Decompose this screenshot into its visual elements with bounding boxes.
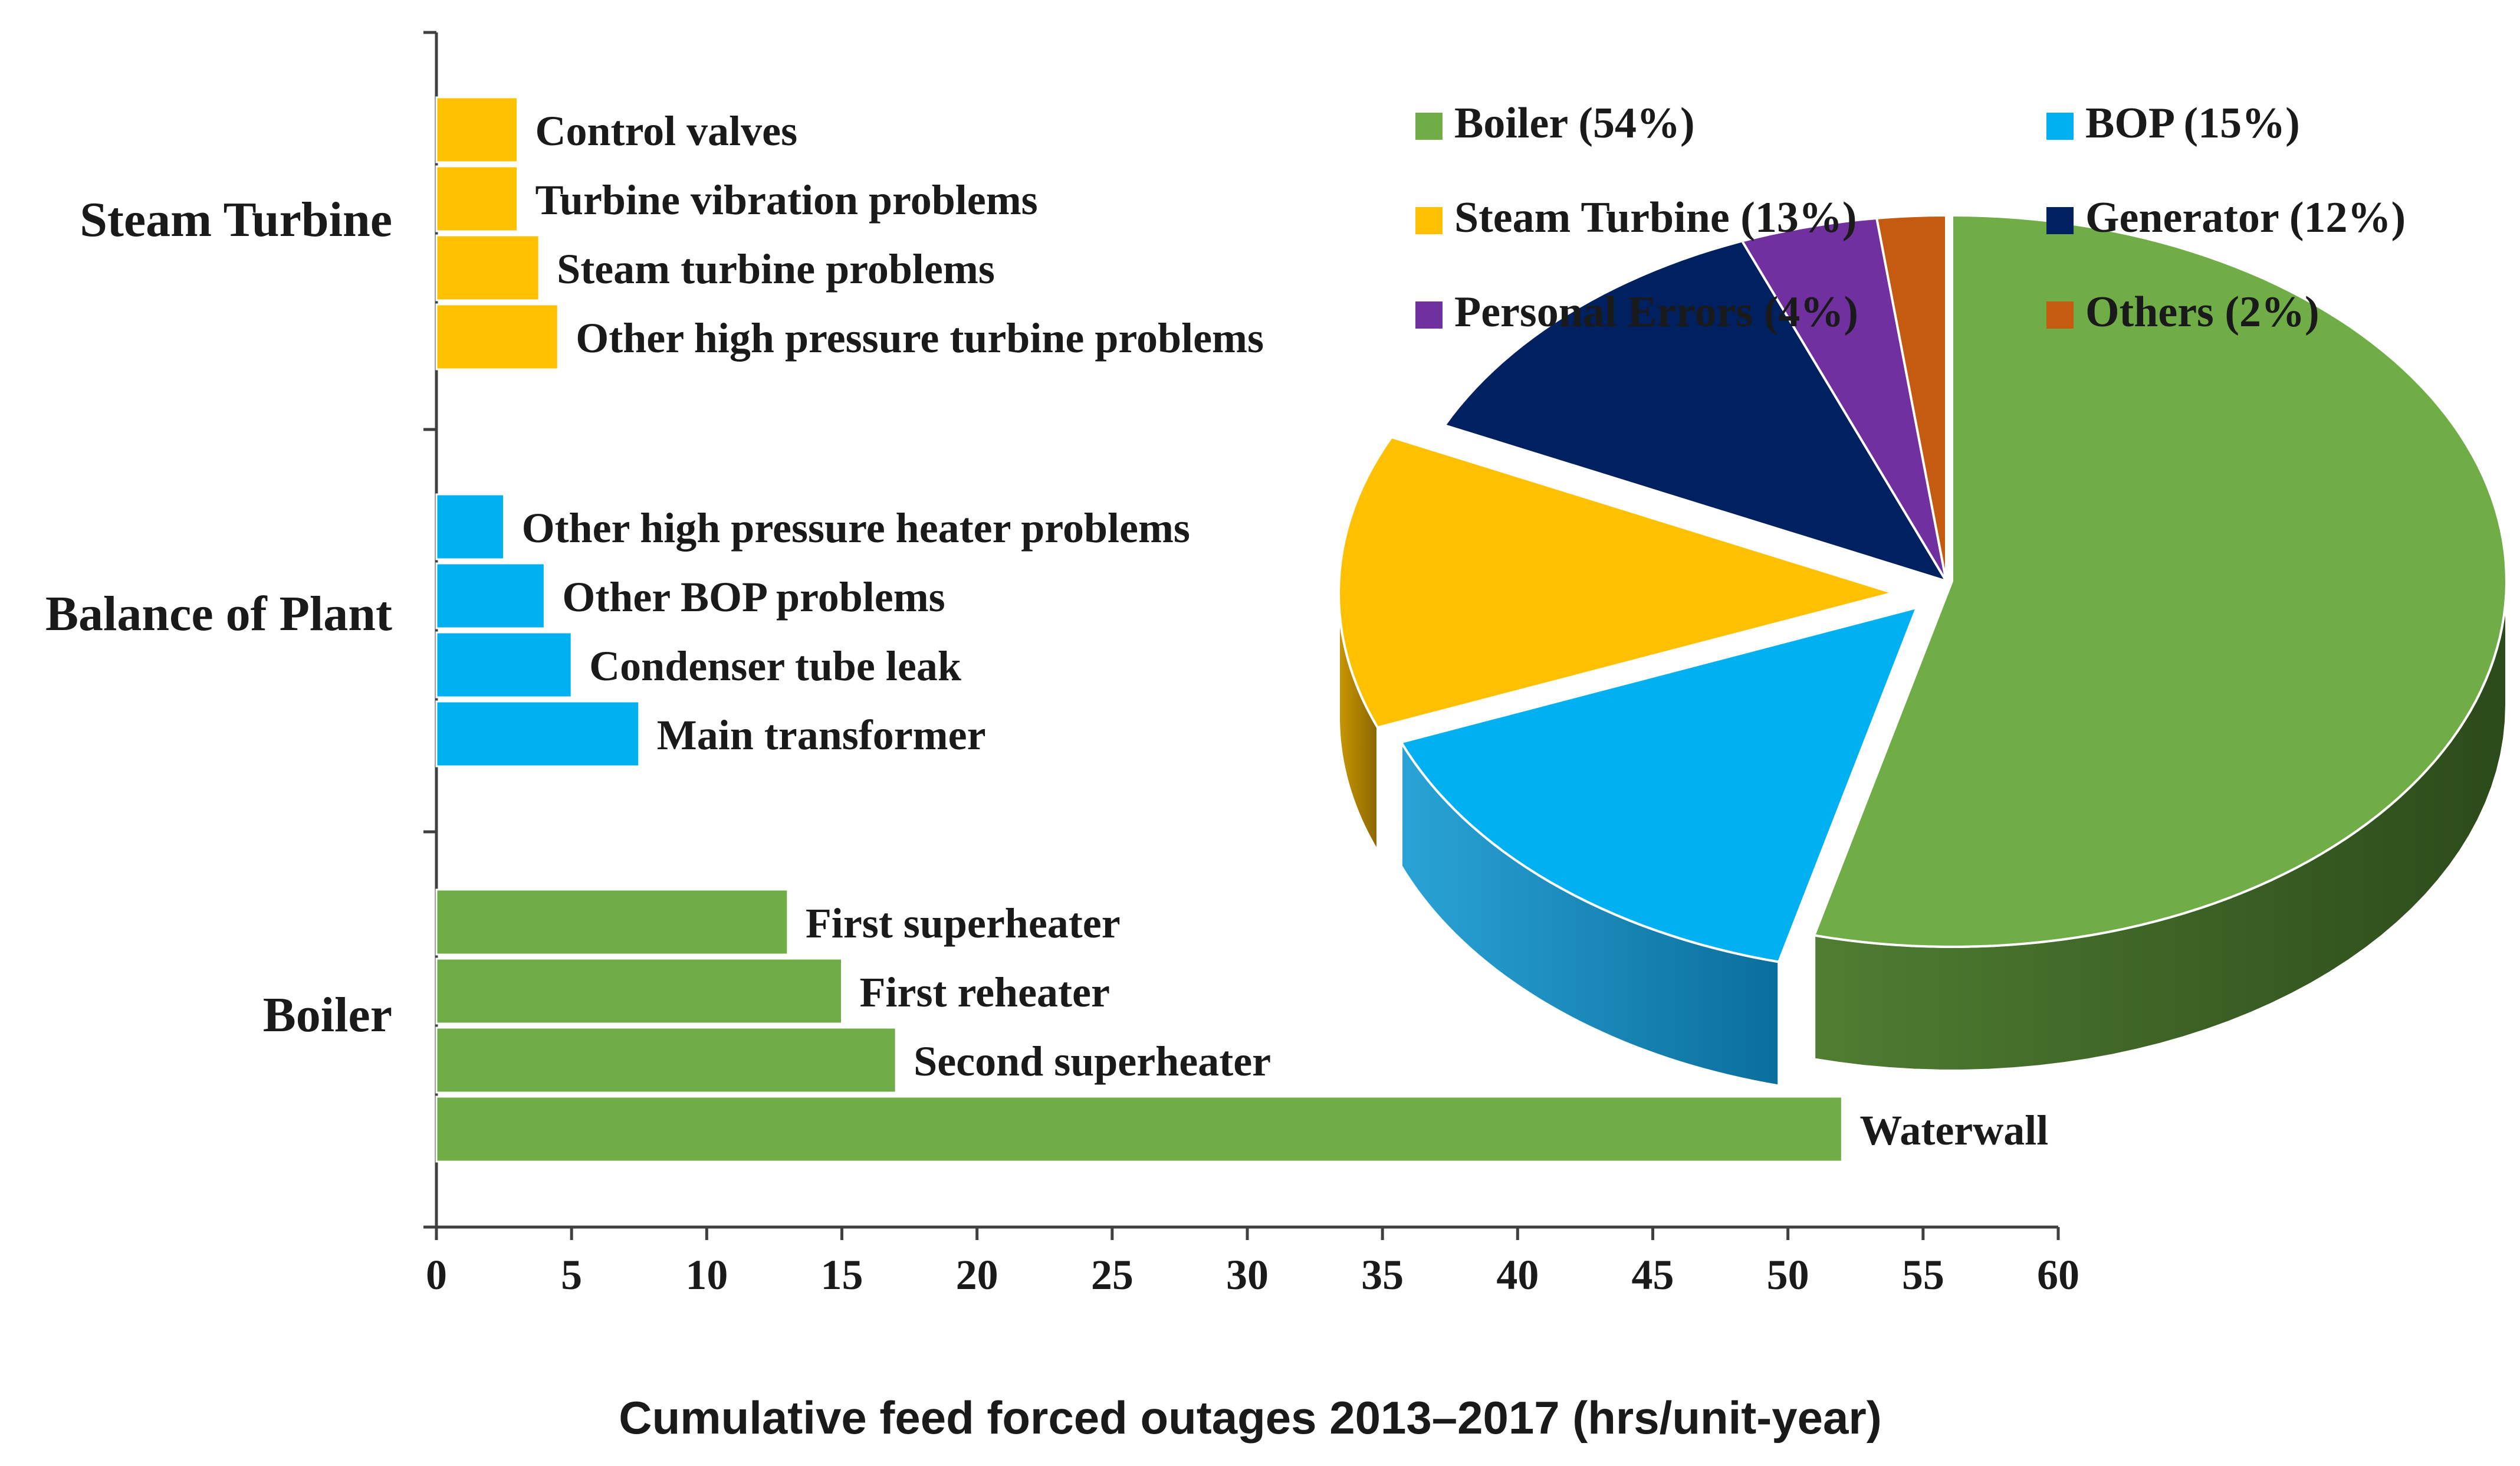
bar-first-reheater — [435, 957, 843, 1025]
x-tick-label: 50 — [1767, 1251, 1809, 1298]
pie-slice-others — [1875, 214, 1947, 582]
legend-swatch-steam-turbine — [1415, 207, 1443, 234]
bar-waterwall — [435, 1096, 1843, 1163]
legend-label-personal-errors: Personal Errors (4%) — [1454, 288, 1858, 336]
pie-slice-generator — [1443, 240, 1949, 583]
bar-other-bop-problems — [435, 562, 546, 629]
x-tick-label: 25 — [1091, 1251, 1133, 1298]
bar-label-other-high-pressure-heater-problems: Other high pressure heater problems — [522, 504, 1190, 552]
bar-label-other-bop-problems: Other BOP problems — [562, 573, 945, 621]
bar-control-valves — [435, 96, 518, 163]
legend-label-steam-turbine: Steam Turbine (13%) — [1454, 194, 1857, 242]
legend-label-bop: BOP (15%) — [2085, 99, 2300, 147]
x-tick-label: 45 — [1632, 1251, 1674, 1298]
legend-swatch-boiler — [1415, 113, 1443, 140]
pie-slice-steam-turbine — [1337, 435, 1898, 729]
bar-second-superheater — [435, 1026, 897, 1094]
bar-other-high-pressure-turbine-problems — [435, 303, 559, 370]
bar-label-condenser-tube-leak: Condenser tube leak — [589, 642, 961, 690]
bar-condenser-tube-leak — [435, 631, 573, 698]
legend-label-others: Others (2%) — [2085, 288, 2319, 336]
x-tick-label: 10 — [685, 1251, 728, 1298]
bar-chart: 0 5 10 15 20 25 30 35 40 45 50 55 60 Cumulative feed … — [45, 31, 2079, 1444]
pie-slice-bop — [1399, 606, 1919, 963]
legend-label-boiler: Boiler (54%) — [1454, 99, 1695, 147]
bar-other-high-pressure-heater-problems — [435, 493, 505, 560]
bar-steam-turbine-problems — [435, 234, 540, 301]
group-label-boiler: Boiler — [263, 988, 392, 1042]
x-tick-label: 15 — [821, 1251, 863, 1298]
legend-label-generator: Generator (12%) — [2085, 194, 2406, 242]
x-tick-label: 55 — [1902, 1251, 1944, 1298]
legend-swatch-others — [2046, 301, 2074, 329]
bar-label-first-superheater: First superheater — [806, 900, 1121, 947]
group-label-steam-turbine: Steam Turbine — [80, 192, 392, 247]
pie-slice-personal-errors — [1740, 217, 1947, 582]
x-tick-label: 60 — [2037, 1251, 2079, 1298]
group-label-balance-of-plant: Balance of Plant — [45, 586, 392, 641]
bar-turbine-vibration-problems — [435, 165, 518, 232]
x-axis-title: Cumulative feed forced outages 2013–2017… — [619, 1392, 1881, 1444]
x-tick-label: 0 — [426, 1251, 447, 1298]
bar-label-waterwall: Waterwall — [1859, 1107, 2048, 1154]
legend-swatch-personal-errors — [1415, 301, 1443, 329]
x-tick-label: 40 — [1496, 1251, 1539, 1298]
bar-main-transformer — [435, 700, 640, 768]
bar-label-control-valves: Control valves — [535, 107, 798, 155]
bar-label-steam-turbine-problems: Steam turbine problems — [557, 245, 995, 293]
bar-label-other-high-pressure-turbine-problems: Other high pressure turbine problems — [576, 314, 1264, 362]
bar-label-first-reheater: First reheater — [860, 969, 1110, 1016]
x-tick-label: 30 — [1226, 1251, 1269, 1298]
legend-swatch-bop — [2046, 113, 2074, 140]
x-tick-label: 20 — [956, 1251, 998, 1298]
pie-legend: Boiler (54%) BOP (15%) Steam Turbine (13%)… — [1415, 99, 2406, 336]
bar-label-second-superheater: Second superheater — [914, 1038, 1271, 1085]
bar-label-turbine-vibration-problems: Turbine vibration problems — [535, 176, 1038, 224]
bar-label-main-transformer: Main transformer — [657, 711, 986, 759]
pie-slice-boiler — [1812, 214, 2508, 948]
legend-swatch-generator — [2046, 207, 2074, 234]
x-tick-label: 5 — [561, 1251, 582, 1298]
pie-chart — [1337, 214, 2508, 1087]
x-tick-label: 35 — [1361, 1251, 1404, 1298]
bar-first-superheater — [435, 888, 789, 956]
